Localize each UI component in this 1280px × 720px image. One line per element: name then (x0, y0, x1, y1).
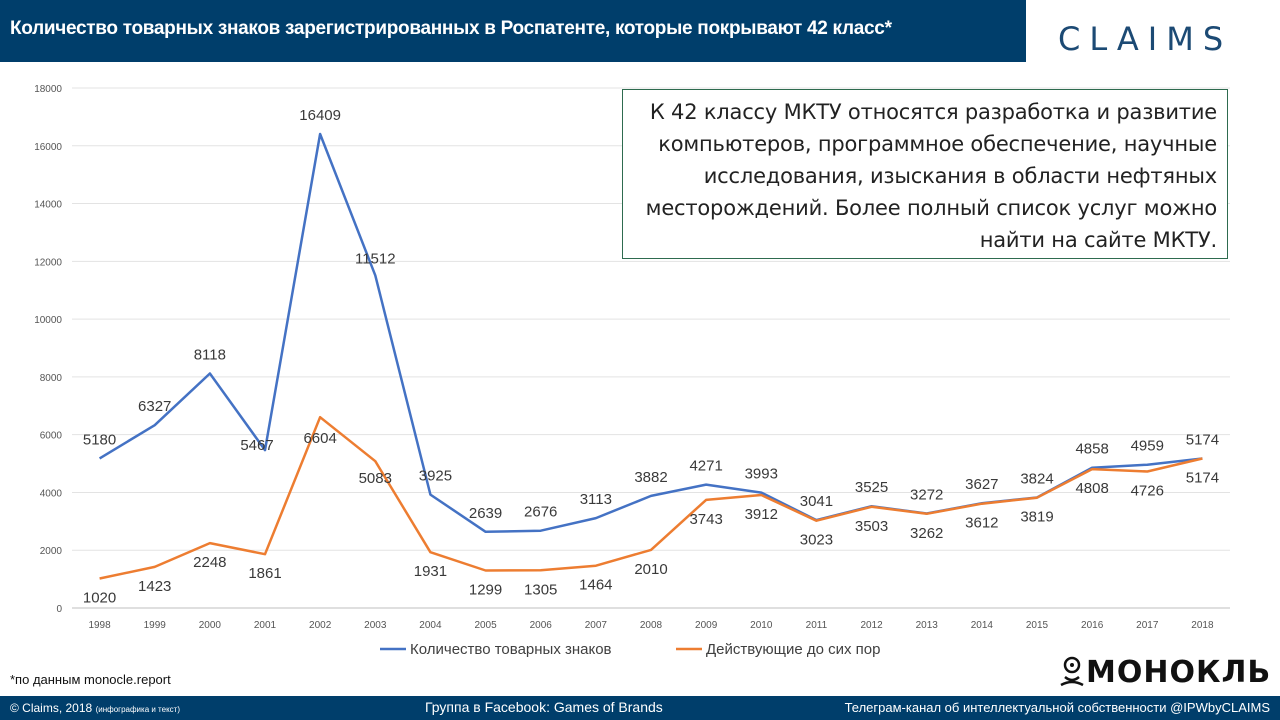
chart-lines (98, 132, 1203, 580)
footer-telegram[interactable]: Телеграм-канал об интеллектуальной собст… (844, 700, 1270, 715)
footer-bar: © Claims, 2018 (инфографика и текст) Гру… (0, 696, 1280, 720)
x-tick-label: 2008 (640, 620, 663, 631)
x-tick-label: 1998 (88, 620, 111, 631)
x-tick-label: 2013 (916, 620, 939, 631)
y-tick-label: 18000 (34, 84, 62, 95)
data-label-series1: 3041 (800, 493, 833, 510)
data-label-series1: 5174 (1186, 432, 1219, 449)
y-tick-label: 6000 (40, 431, 63, 442)
data-label-series1: 4271 (689, 458, 722, 475)
monocle-face-icon (1060, 656, 1084, 687)
header-bar: Количество товарных знаков зарегистриров… (0, 0, 1026, 62)
data-label-series2: 1020 (83, 590, 116, 607)
x-axis-ticks: 1998 1999 2000 2001 2002 2003 2004 2005 2006 2007… (88, 620, 1214, 631)
data-label-series1: 3627 (965, 476, 998, 493)
data-label-series1: 8118 (194, 346, 226, 363)
data-label-series2: 1423 (138, 578, 171, 595)
legend-label-series2: Действующие до сих пор (706, 641, 881, 658)
x-tick-label: 1999 (144, 620, 167, 631)
data-label-series1: 2639 (469, 505, 502, 522)
line-chart: 0 2000 4000 6000 8000 10000 12000 14000 16000 180… (34, 84, 1230, 658)
data-label-series2: 5174 (1186, 470, 1219, 487)
x-tick-label: 2002 (309, 620, 332, 631)
x-tick-label: 2016 (1081, 620, 1104, 631)
data-label-series1: 5180 (83, 431, 116, 448)
x-tick-label: 2000 (199, 620, 222, 631)
data-label-series1: 4858 (1075, 441, 1108, 458)
x-tick-label: 2006 (530, 620, 553, 631)
x-tick-label: 2014 (971, 620, 994, 631)
x-tick-label: 2015 (1026, 620, 1049, 631)
data-label-series1: 11512 (355, 250, 396, 267)
data-label-series1: 2676 (524, 504, 557, 521)
info-box: К 42 классу МКТУ относятся разработка и … (622, 89, 1228, 259)
data-label-series1: 5467 (240, 437, 273, 454)
data-label-series1: 16409 (299, 107, 341, 124)
y-tick-label: 0 (56, 604, 62, 615)
data-label-series2: 3262 (910, 525, 943, 542)
x-tick-label: 2018 (1191, 620, 1214, 631)
data-label-series1: 3272 (910, 486, 943, 503)
x-tick-label: 2012 (860, 620, 883, 631)
data-label-series2: 4808 (1075, 480, 1108, 497)
data-label-series2: 3819 (1020, 509, 1053, 526)
x-tick-label: 2001 (254, 620, 277, 631)
y-axis-ticks: 0 2000 4000 6000 8000 10000 12000 14000 16000 180… (34, 84, 62, 615)
chart-legend: Количество товарных знаков Действующие до… (380, 641, 881, 658)
data-label-series2: 1931 (414, 563, 447, 580)
data-label-series1: 3925 (419, 468, 452, 485)
data-label-series2: 3612 (965, 515, 998, 532)
data-label-series2: 1464 (579, 577, 612, 594)
data-label-series1: 3824 (1020, 471, 1053, 488)
x-tick-label: 2011 (806, 620, 828, 631)
data-label-series1: 6327 (138, 398, 171, 415)
data-label-series2: 3743 (689, 511, 722, 528)
data-label-series1: 3113 (580, 491, 612, 508)
y-tick-label: 4000 (40, 488, 63, 499)
data-label-series2: 2248 (193, 554, 226, 571)
x-tick-label: 2005 (474, 620, 497, 631)
data-label-series2: 2010 (634, 561, 667, 578)
data-labels: 5180 6327 8118 5467 16409 11512 3925 2639 2676 31… (83, 107, 1219, 607)
monokl-logo-text: МОНОКЛЬ (1086, 654, 1272, 690)
copyright-text: © Claims, 2018 (10, 701, 93, 715)
y-tick-label: 2000 (40, 546, 63, 557)
y-tick-label: 10000 (34, 315, 62, 326)
copyright-note: (инфографика и текст) (95, 705, 180, 714)
series-line-2 (99, 415, 1203, 580)
footnote: *по данным monocle.report (10, 672, 171, 687)
data-label-series2: 3503 (855, 518, 888, 535)
y-tick-label: 12000 (34, 257, 62, 268)
page-title: Количество товарных знаков зарегистриров… (10, 18, 892, 39)
data-label-series1: 3993 (745, 466, 778, 483)
x-tick-label: 2010 (750, 620, 773, 631)
footer-copyright: © Claims, 2018 (инфографика и текст) (10, 701, 180, 715)
info-box-text: К 42 классу МКТУ относятся разработка и … (645, 100, 1218, 252)
monokl-logo: МОНОКЛЬ (1058, 652, 1271, 692)
y-tick-label: 16000 (34, 142, 62, 153)
y-tick-label: 8000 (40, 373, 63, 384)
data-label-series2: 1861 (248, 565, 281, 582)
data-label-series1: 4959 (1131, 438, 1164, 455)
x-tick-label: 2003 (364, 620, 387, 631)
data-label-series2: 3912 (745, 506, 778, 523)
y-tick-label: 14000 (34, 200, 62, 211)
x-tick-label: 2004 (419, 620, 442, 631)
data-label-series2: 1305 (524, 581, 557, 598)
x-tick-label: 2007 (585, 620, 608, 631)
x-tick-label: 2017 (1136, 620, 1159, 631)
data-label-series2: 3023 (800, 532, 833, 549)
x-tick-label: 2009 (695, 620, 718, 631)
data-label-series1: 3882 (634, 469, 667, 486)
data-label-series2: 4726 (1131, 482, 1164, 499)
data-label-series2: 6604 (303, 430, 336, 447)
data-label-series2: 5083 (359, 470, 392, 487)
legend-label-series1: Количество товарных знаков (410, 641, 612, 658)
data-label-series2: 1299 (469, 581, 502, 598)
footer-facebook[interactable]: Группа в Facebook: Games of Brands (425, 699, 663, 715)
claims-logo: CLAIMS (1058, 20, 1233, 58)
data-label-series1: 3525 (855, 479, 888, 496)
